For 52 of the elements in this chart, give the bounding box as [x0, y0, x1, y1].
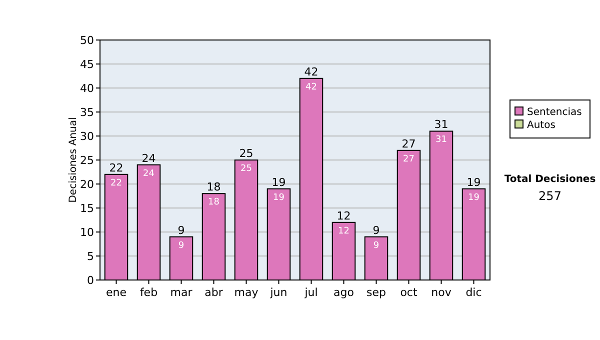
data-label: 9 — [373, 240, 380, 251]
x-tick-label: sep — [366, 286, 386, 299]
y-tick-label: 45 — [80, 58, 94, 71]
total-label: 42 — [304, 65, 318, 78]
x-tick-label: may — [234, 286, 259, 299]
x-tick-label: oct — [400, 286, 418, 299]
y-tick-label: 10 — [80, 226, 94, 239]
y-tick-label: 30 — [80, 130, 94, 143]
total-label: 19 — [466, 176, 481, 189]
total-label: 9 — [178, 224, 185, 237]
data-label: 19 — [273, 192, 285, 203]
total-label: 27 — [402, 137, 416, 150]
data-label: 27 — [403, 154, 414, 164]
y-tick-label: 0 — [87, 274, 94, 287]
total-label: 22 — [109, 161, 124, 174]
y-tick-label: 50 — [80, 34, 94, 47]
total-label: 25 — [239, 147, 254, 160]
data-label: 12 — [338, 226, 350, 236]
x-tick-label: dic — [466, 286, 482, 299]
total-label: 24 — [142, 152, 156, 165]
legend-label: Sentencias — [527, 107, 582, 118]
data-label: 25 — [240, 164, 252, 174]
data-label: 31 — [436, 135, 447, 146]
data-label: 24 — [143, 168, 155, 179]
total-label: 9 — [372, 224, 380, 237]
data-label: 22 — [110, 178, 122, 188]
x-tick-label: jul — [304, 286, 318, 299]
data-label: 18 — [208, 198, 220, 208]
y-axis-title: Decisiones Anual — [68, 117, 79, 203]
x-tick-label: ago — [334, 286, 354, 299]
x-tick-label: feb — [140, 286, 158, 299]
text: 257 — [538, 189, 562, 203]
total-label: 19 — [272, 176, 286, 189]
total-label: 12 — [336, 209, 351, 222]
y-tick-label: 15 — [80, 202, 94, 215]
y-tick-label: 20 — [80, 178, 94, 191]
y-tick-label: 25 — [80, 154, 94, 167]
x-tick-label: jun — [269, 286, 288, 299]
y-tick-label: 35 — [80, 106, 94, 119]
legend-label: Autos — [527, 120, 556, 131]
x-tick-label: nov — [431, 286, 452, 299]
x-tick-label: mar — [170, 286, 193, 299]
text: Total Decisiones — [504, 174, 596, 185]
total-label: 18 — [206, 180, 221, 194]
data-label: 9 — [178, 240, 184, 251]
y-tick-label: 5 — [87, 250, 94, 263]
x-tick-label: abr — [204, 286, 224, 299]
y-tick-label: 40 — [80, 82, 94, 95]
x-tick-label: ene — [106, 286, 127, 299]
data-label: 42 — [306, 82, 317, 92]
data-label: 19 — [468, 192, 480, 203]
total-label: 31 — [434, 118, 448, 132]
